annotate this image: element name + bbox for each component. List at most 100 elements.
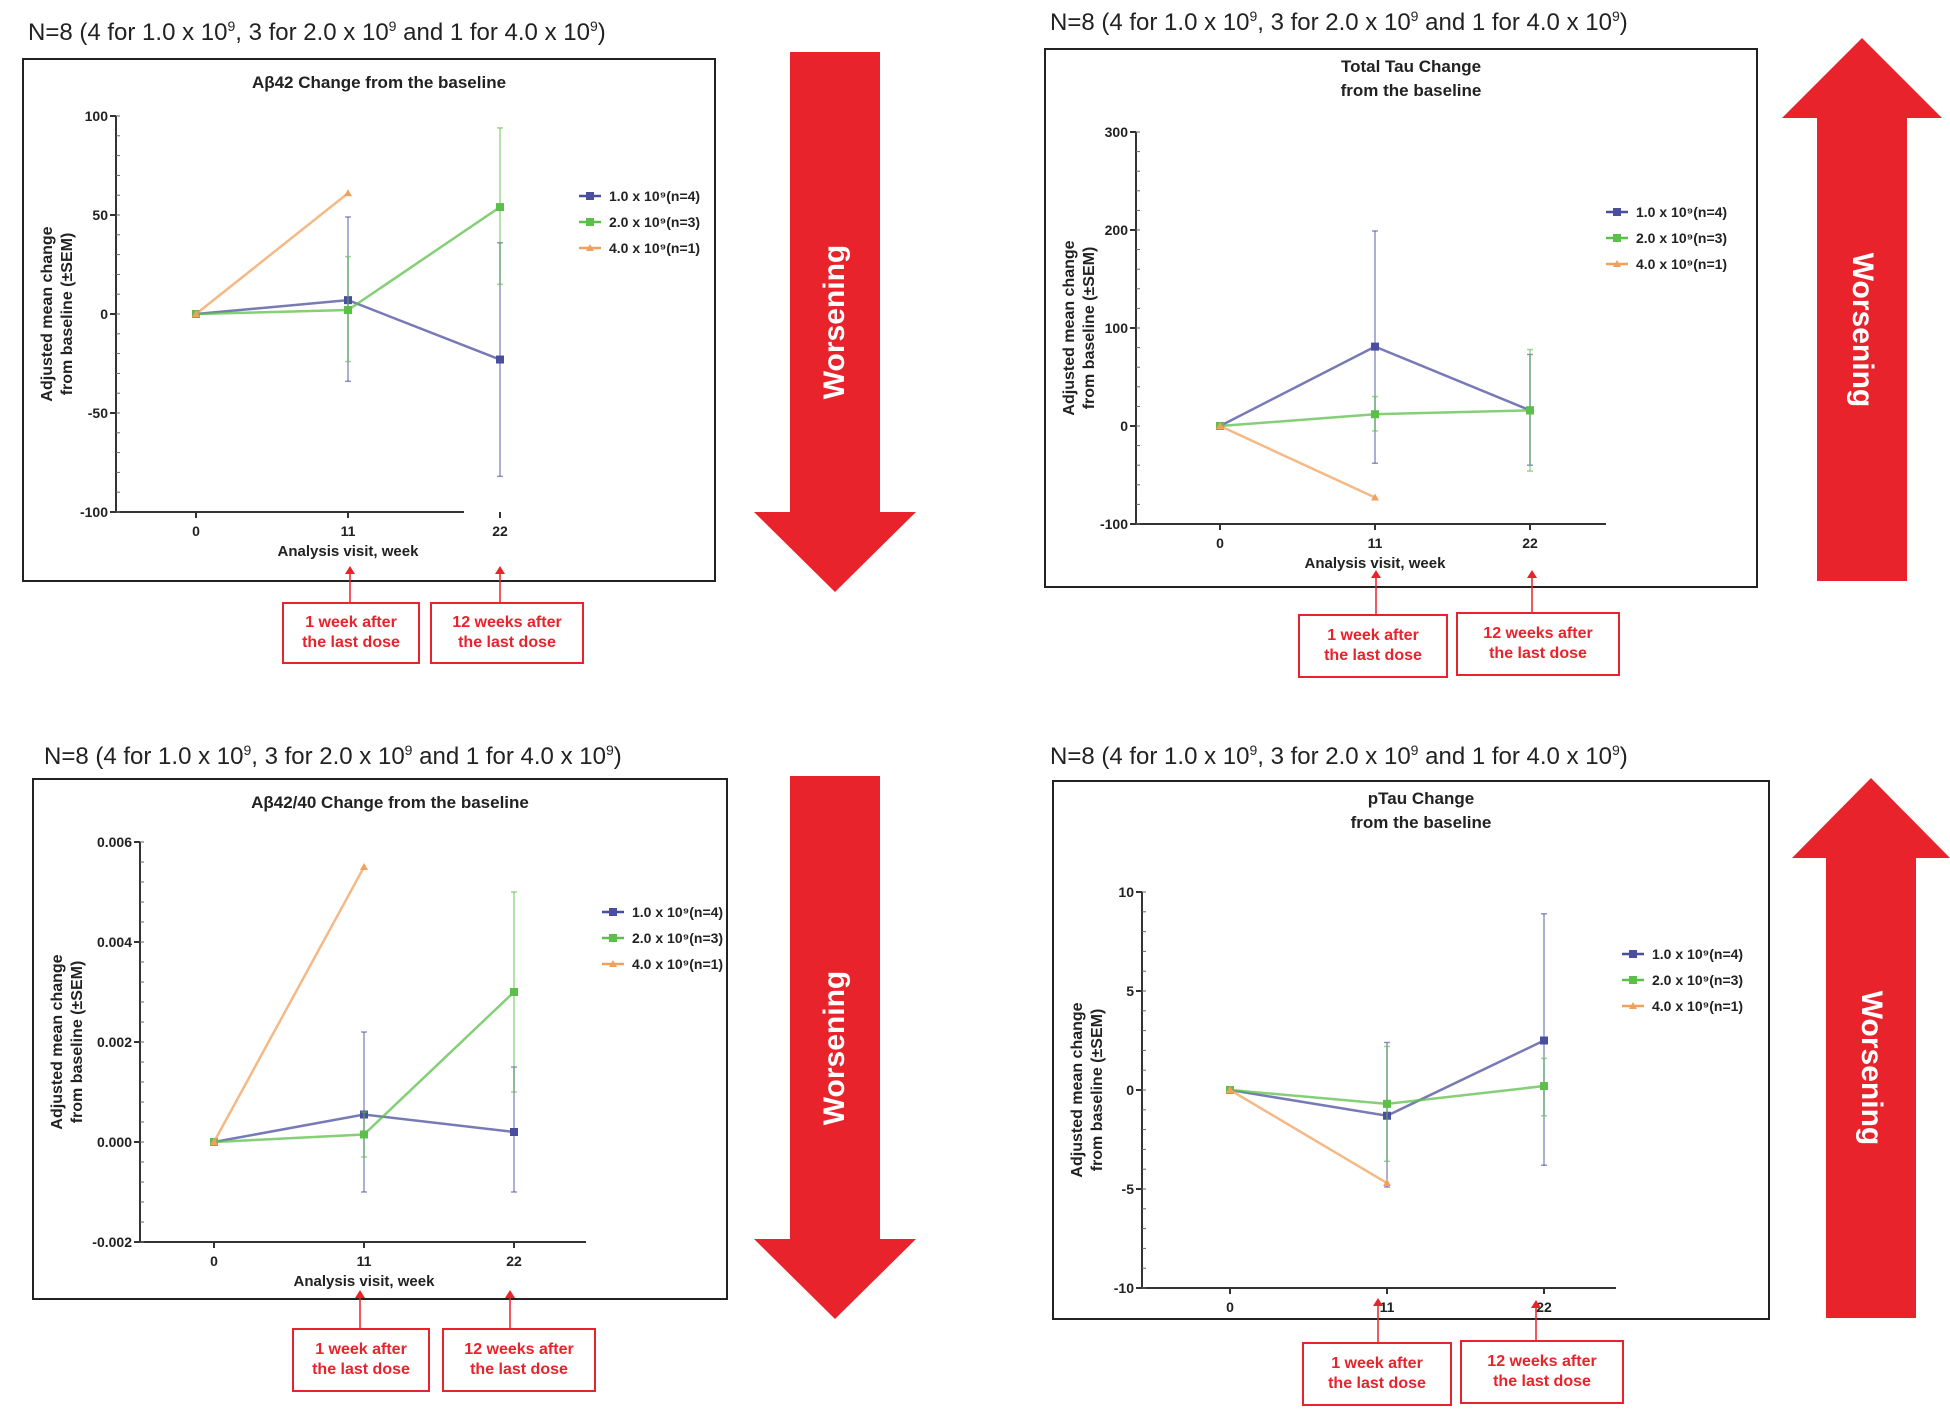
series-line: [195, 192, 349, 315]
callout-1-week: 1 week after the last dose: [292, 1328, 430, 1392]
arrow-shape: [1782, 38, 1942, 581]
legend-label: 4.0 x 10⁹(n=1): [1636, 256, 1727, 272]
legend-label: 1.0 x 10⁹(n=4): [1652, 946, 1743, 962]
legend-label: 1.0 x 10⁹(n=4): [609, 188, 700, 204]
legend-marker: [609, 934, 617, 942]
y-tick-label: -10: [1114, 1280, 1134, 1296]
y-axis-label: from baseline (±SEM): [1089, 1009, 1106, 1172]
y-tick-label: 0.002: [97, 1034, 132, 1050]
series-line: [212, 866, 366, 1143]
chart-title: Aβ42/40 Change from the baseline: [251, 793, 529, 812]
legend-label: 4.0 x 10⁹(n=1): [632, 956, 723, 972]
chart-title: pTau Change: [1368, 789, 1474, 808]
worsening-label: Worsening: [818, 970, 852, 1125]
arrow-shape: [754, 52, 916, 592]
worsening-label: Worsening: [818, 244, 852, 400]
data-point: [192, 310, 200, 317]
data-point: [496, 203, 504, 212]
callout-1-week: 1 week after the last dose: [1298, 614, 1448, 678]
callout-1-week: 1 week after the last dose: [1302, 1342, 1452, 1406]
data-point: [344, 189, 352, 197]
data-point: [210, 1138, 218, 1145]
data-point: [510, 988, 518, 996]
data-point: [360, 863, 368, 870]
legend-label: 2.0 x 10⁹(n=3): [609, 214, 700, 230]
legend-label: 2.0 x 10⁹(n=3): [1636, 230, 1727, 246]
y-axis-label: Adjusted mean change: [49, 954, 66, 1129]
series-line: [1219, 424, 1376, 499]
y-tick-label: 0.000: [97, 1134, 132, 1150]
x-axis-label: Analysis visit, week: [1305, 555, 1447, 572]
legend-marker: [1629, 950, 1637, 958]
legend-marker: [586, 218, 594, 226]
data-point: [360, 1130, 368, 1139]
chart-title: from the baseline: [1351, 813, 1492, 832]
arrow-shape: [754, 776, 916, 1319]
legend-marker: [586, 244, 594, 251]
data-point: [1371, 410, 1379, 419]
y-tick-label: 0.006: [97, 834, 132, 850]
arrow-svg: [754, 52, 916, 592]
ptau-chart: pTau Change from the baseline -10 -5 0 5 10 0 11…: [1052, 780, 1770, 1320]
y-tick-label: 0: [100, 306, 108, 322]
y-tick-label: -5: [1122, 1181, 1135, 1197]
x-tick-label: 22: [492, 523, 508, 539]
x-tick-label: 0: [1226, 1299, 1234, 1315]
data-point: [510, 1128, 518, 1136]
y-axis-label: from baseline (±SEM): [59, 233, 76, 396]
sample-size-label: N=8 (4 for 1.0 x 109, 3 for 2.0 x 109 an…: [1050, 742, 1628, 770]
y-tick-label: 100: [85, 108, 109, 124]
x-tick-label: 22: [506, 1253, 522, 1269]
series-line: [1229, 1088, 1388, 1185]
chart-svg: pTau Change from the baseline -10 -5 0 5 10 0 11…: [1069, 789, 1743, 1315]
y-tick-label: -100: [1100, 516, 1128, 532]
y-tick-label: 5: [1126, 983, 1134, 999]
abeta42-40-chart: Aβ42/40 Change from the baseline -0.002 0.…: [32, 778, 728, 1300]
worsening-down-arrow-icon: Worsening: [754, 776, 916, 1319]
arrow-shape: [1792, 778, 1950, 1318]
chart-title: Aβ42 Change from the baseline: [252, 73, 506, 92]
x-tick-label: 11: [1380, 1299, 1395, 1315]
y-tick-label: 200: [1105, 222, 1129, 238]
y-tick-label: 300: [1105, 124, 1129, 140]
worsening-up-arrow-icon: Worsening: [1792, 778, 1950, 1318]
y-axis-label: from baseline (±SEM): [69, 961, 86, 1124]
legend-marker: [586, 192, 594, 200]
legend-label: 1.0 x 10⁹(n=4): [1636, 204, 1727, 220]
y-axis-label: Adjusted mean change: [39, 226, 56, 401]
data-point: [1383, 1099, 1391, 1108]
y-axis-label: Adjusted mean change: [1069, 1002, 1086, 1177]
chart-title: Total Tau Change: [1341, 57, 1481, 76]
worsening-down-arrow-icon: Worsening: [754, 52, 916, 592]
legend-label: 4.0 x 10⁹(n=1): [1652, 998, 1743, 1014]
worsening-label: Worsening: [1855, 990, 1889, 1146]
callout-12-weeks: 12 weeks after the last dose: [430, 602, 584, 664]
x-tick-label: 11: [357, 1253, 372, 1269]
x-tick-label: 0: [1216, 535, 1224, 551]
y-tick-label: 0: [1120, 418, 1128, 434]
data-point: [1540, 1036, 1548, 1045]
data-point: [1383, 1179, 1391, 1187]
worsening-label: Worsening: [1846, 252, 1880, 407]
x-tick-label: 22: [1522, 535, 1538, 551]
x-axis-label: Analysis visit, week: [294, 1273, 436, 1290]
callout-1-week: 1 week after the last dose: [282, 602, 420, 664]
legend-label: 2.0 x 10⁹(n=3): [632, 930, 723, 946]
data-point: [1526, 406, 1534, 415]
x-axis-label: Analysis visit, week: [278, 543, 420, 560]
chart-svg: Aβ42/40 Change from the baseline -0.002 0.…: [49, 793, 723, 1290]
y-axis-label: Adjusted mean change: [1061, 240, 1078, 415]
data-point: [1216, 422, 1224, 429]
legend-marker: [1613, 234, 1621, 242]
sample-size-label: N=8 (4 for 1.0 x 109, 3 for 2.0 x 109 an…: [1050, 8, 1628, 36]
legend-marker: [609, 960, 617, 967]
y-tick-label: 0.004: [97, 934, 132, 950]
legend-marker: [1613, 260, 1621, 267]
x-tick-label: 0: [210, 1253, 218, 1269]
chart-svg: Aβ42 Change from the baseline -100 -50 0 50 1…: [39, 73, 700, 560]
legend-label: 2.0 x 10⁹(n=3): [1652, 972, 1743, 988]
y-tick-label: -100: [80, 504, 108, 520]
y-tick-label: 0: [1126, 1082, 1134, 1098]
data-point: [496, 355, 504, 364]
y-tick-label: 100: [1105, 320, 1129, 336]
